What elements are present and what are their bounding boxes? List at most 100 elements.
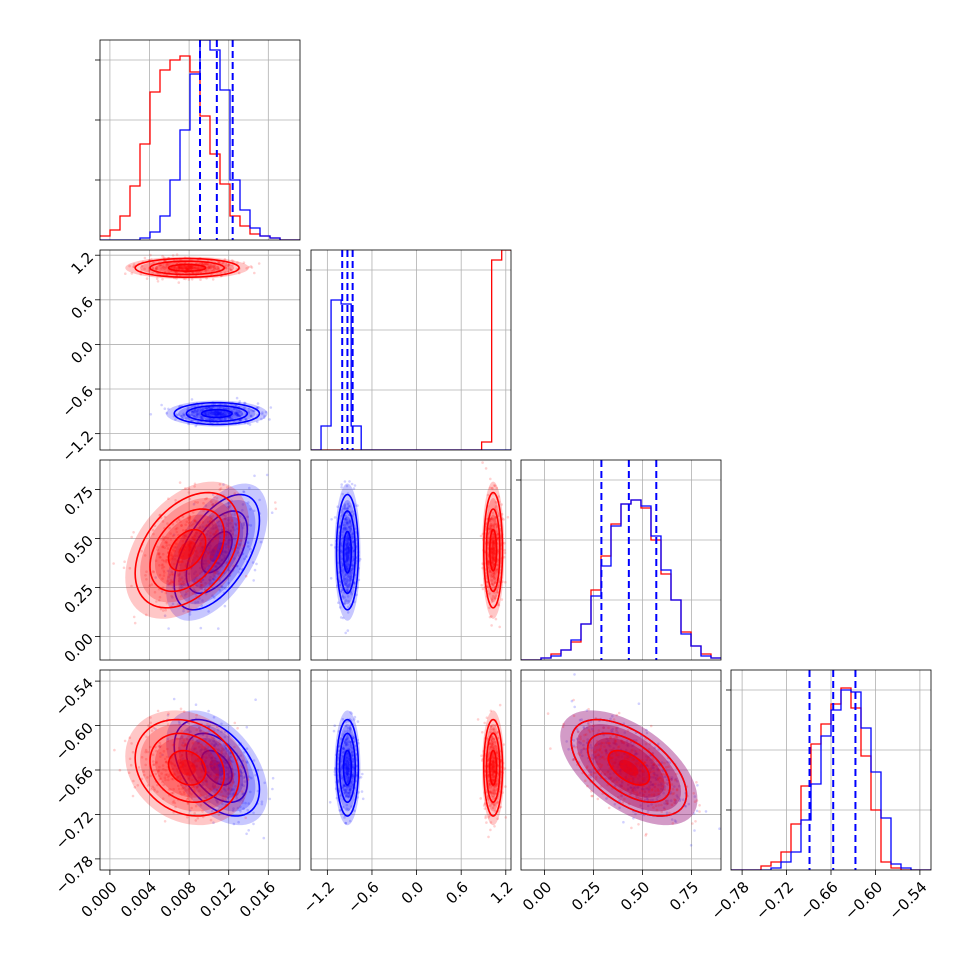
panel-2-1-s1-sample-point [492,546,496,550]
panel-3-0-s1-sample-point [187,777,191,780]
panel-3-2-s1-sample-point [616,796,620,799]
panel-2-0-s1-sample-point [180,547,183,550]
panel-3-2-s0-sample-point [613,739,616,743]
panel-2-0-s1-sample-point [213,571,217,574]
panel-3-1-s0-sample-point [348,795,351,799]
panel-3-0-s0-sample-point [260,802,264,806]
panel-3-0-s0-sample-point [239,805,242,809]
panel-2-0-s0-sample-point [194,570,197,574]
panel-3-0-s1-sample-point [233,721,237,725]
panel-2-0-s1-sample-point [202,545,205,548]
panel-3-2-s0-sample-point [620,785,623,788]
panel-3-1-s1-sample-point [481,731,484,734]
panel-3-2-s1-sample-point [644,742,648,746]
panel-2-1-s1-sample-point [481,566,484,570]
panel-3-2-s1-sample-point [618,766,622,769]
panel-3-0-s1-sample-point [166,747,169,751]
panel-2-0-s1-sample-point [216,519,219,522]
panel-2-0-s1-sample-point [193,538,197,542]
panel-3-2-s1-sample-point [638,748,642,752]
panel-2-0-s1-sample-point [187,487,191,491]
panel-2-0-s1-sample-point [176,603,180,606]
panel-3-0-s0-density-fill-4 [209,759,224,776]
panel-3-1-s1-sample-point [492,792,496,795]
panel-2-0-s1-sample-point [176,554,180,558]
panel-3-2-s0-sample-point [704,810,708,813]
panel-2-0-s1-sample-point [188,514,192,518]
panel-3-0-s1-sample-point [229,755,233,758]
panel-2-0-s1-sample-point [182,583,186,586]
panel-3-2-s1-sample-point [607,742,611,745]
panel-2-1-s1-sample-point [493,517,496,521]
panel-3-0-s1-sample-point [198,766,202,770]
panel-3-0-s1-sample-point [167,778,170,782]
panel-1-0-s1-sample-point [178,266,181,269]
panel-3-2-s0-sample-point [648,770,652,773]
panel-1-0-s1-density-fill-1 [140,259,235,277]
panel-1-0-s0-sample-point [232,413,236,416]
panel-2-0-s0-sample-point [233,511,236,515]
panel-1-0-s0-sample-point [257,406,260,409]
panel-2-1-s1-sample-point [489,527,493,531]
panel-3-0-s0-sample-point [208,773,211,777]
panel-3-2-s0-sample-point [611,714,614,718]
panel-2-1-s1-sample-point [488,592,491,595]
panel-3-0-s1-sample-point [188,787,192,790]
panel-1-0-s0-sample-point [200,409,203,412]
panel-3-0-s1-sample-point [181,787,184,790]
panel-3-0-s1-sample-point [194,759,197,763]
panel-3-0-s0-sample-point [194,747,197,751]
panel-3-0-s1-sample-point [191,741,195,745]
panel-3-0-s1-sample-point [206,749,210,752]
panel-2-1-s0-sample-point [343,582,347,585]
panel-3-0-s1-sample-point [231,779,234,783]
panel-2-0-s1-sample-point [188,554,191,557]
panel-2-0-s1-sample-point [180,559,184,563]
panel-3-0-s0-sample-point [223,788,226,792]
panel-3-1-s0-sample-point [343,784,347,788]
panel-2-1-s1-sample-point [485,580,489,583]
panel-2-1-s1-sample-point [496,591,499,594]
panel-3-2-s1-sample-point [636,793,640,796]
panel-3-0-frame [99,669,301,871]
panel-2-0-s1-sample-point [214,531,218,534]
panel-3-2-s1-sample-point [600,741,604,745]
panel-1-0-s0-sample-point [182,413,186,417]
panel-3-1-s0-sample-point [347,795,350,799]
panel-2-0-s0-sample-point [217,541,221,544]
panel-3-2-s1-sample-point [647,799,651,802]
panel-3-2-s0-sample-point [662,791,665,795]
panel-3-2-s0-sample-point [660,761,664,764]
panel-3-0-s0-sample-point [208,755,211,758]
panel-3-1-s1-sample-point [494,741,498,744]
panel-3-0-s1-sample-point [165,755,169,759]
panel-3-0-s1-sample-point [236,726,239,730]
panel-3-1-s1-sample-point [490,767,493,770]
panel-3-1-s0-sample-point [333,770,337,774]
panel-3-2-s0-sample-point [646,810,650,813]
panel-2-1-s0-sample-point [346,502,350,506]
panel-2-0-s1-sample-point [199,549,202,552]
panel-3-0-s1-sample-point [161,780,164,784]
panel-3-2-s1-sample-point [652,806,655,809]
panel-3-2-s1-density-fill-0 [560,710,698,826]
panel-2-1-s1-contour-1 [485,508,501,593]
panel-2-0-s0-sample-point [194,601,197,604]
panel-3-2-s0-sample-point [604,748,608,752]
panel-2-1-s1-sample-point [493,542,496,546]
panel-3-2-s0-sample-point [589,770,593,774]
panel-3-2-s0-sample-point [687,802,691,806]
panel-2-1-s0-sample-point [333,516,337,519]
panel-3-2-s1-sample-point [635,762,638,766]
panel-2-1-s0-sample-point [345,543,348,546]
panel-2-1 [310,459,512,661]
panel-3-0-s0-sample-point [225,773,229,776]
panel-3-2-s1-sample-point [622,741,626,745]
panel-3-2-s1-sample-point [632,758,636,761]
panel-3-1-s0-sample-point [349,727,352,731]
panel-3-2-s1-sample-point [634,764,637,768]
panel-3-2-s0-sample-point [615,769,618,773]
panel-1-0-s0-sample-point [184,417,188,420]
panel-2-0-s0-sample-point [204,504,208,507]
panel-3-0-s0-sample-point [224,769,227,772]
